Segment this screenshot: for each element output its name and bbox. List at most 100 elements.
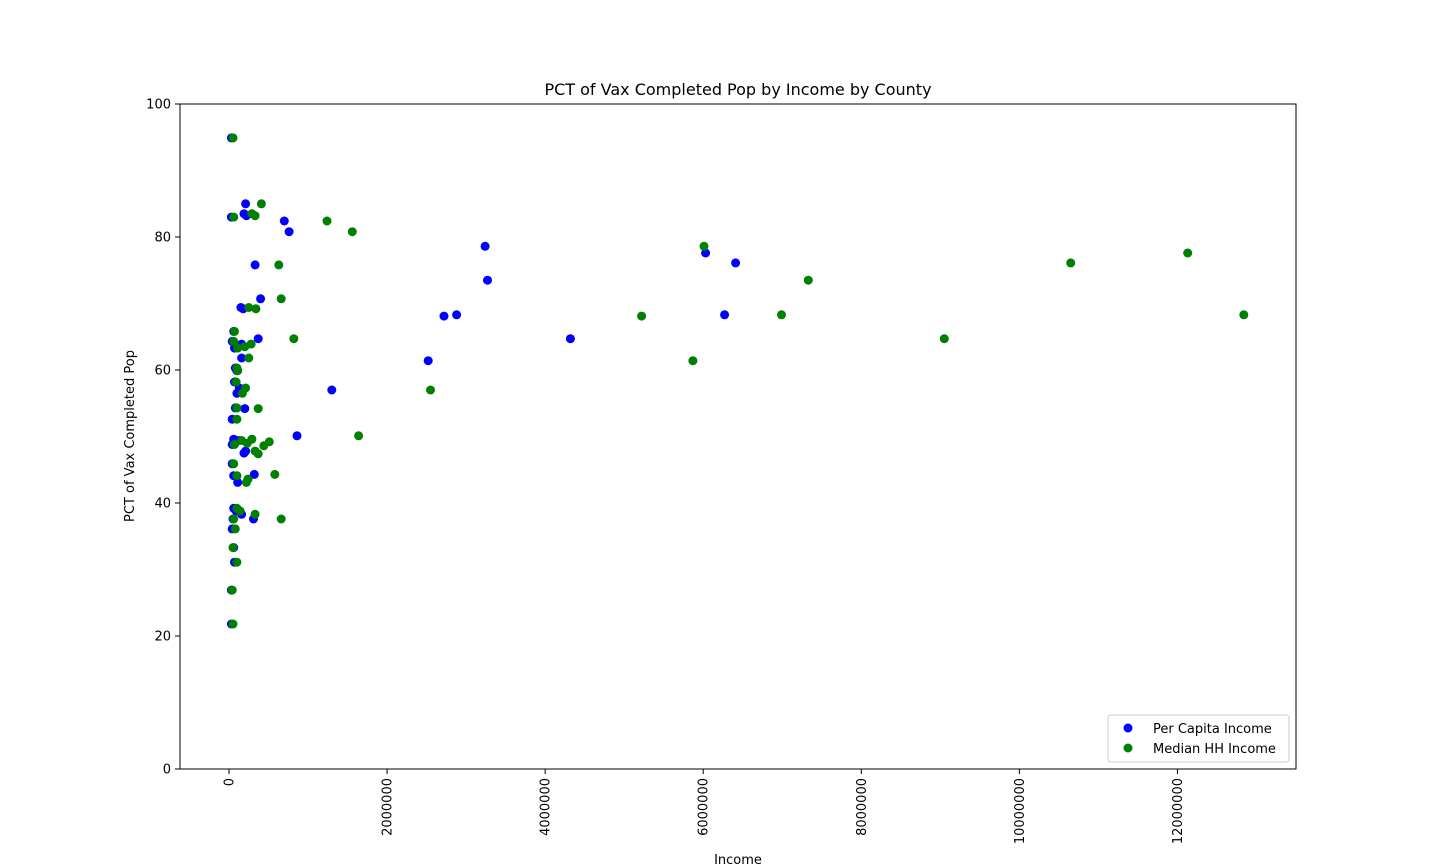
point-0-31	[292, 431, 302, 441]
x-tick-label: 2000000	[381, 778, 396, 836]
point-0-50	[480, 241, 490, 251]
point-0-17	[237, 353, 247, 363]
data-points	[226, 133, 1249, 629]
point-1-51	[688, 356, 698, 366]
point-0-5	[279, 216, 289, 226]
series-1	[227, 133, 1249, 629]
x-tick-label: 4000000	[539, 778, 554, 836]
point-1-22	[237, 388, 247, 398]
point-1-19	[233, 366, 243, 376]
point-1-12	[229, 336, 239, 346]
point-1-4	[250, 211, 260, 221]
point-0-30	[239, 448, 249, 458]
point-1-0	[228, 133, 238, 143]
point-1-9	[244, 303, 254, 312]
point-1-56	[939, 334, 949, 344]
point-1-11	[230, 326, 239, 336]
point-1-25	[232, 414, 242, 424]
point-0-46	[327, 385, 337, 395]
y-tick-label: 0	[163, 763, 171, 778]
legend-label-per-capita: Per Capita Income	[1153, 722, 1272, 737]
point-1-54	[699, 241, 709, 251]
x-tick-label: 8000000	[855, 778, 870, 836]
point-1-34	[354, 431, 364, 441]
point-1-41	[235, 506, 245, 516]
legend-marker-median-hh	[1123, 743, 1133, 753]
point-1-32	[253, 449, 263, 459]
legend-frame	[1107, 714, 1290, 763]
point-0-54	[720, 310, 730, 320]
point-1-10	[251, 304, 261, 314]
point-1-57	[1183, 248, 1193, 258]
point-1-50	[426, 385, 435, 395]
y-tick-label: 20	[154, 630, 171, 645]
point-1-20	[231, 377, 241, 387]
point-1-47	[232, 557, 242, 567]
point-0-55	[731, 258, 741, 268]
x-tick-label: 6000000	[697, 778, 712, 836]
point-1-13	[289, 334, 299, 344]
point-1-28	[230, 440, 239, 449]
point-0-52	[565, 334, 575, 344]
point-1-48	[227, 585, 237, 595]
point-1-53	[777, 310, 786, 320]
point-1-58	[1239, 310, 1249, 320]
point-1-23	[253, 404, 263, 414]
point-0-7	[250, 260, 260, 270]
plot-frame	[179, 103, 1297, 770]
legend: Per Capita Income Median HH Income	[1107, 714, 1290, 763]
point-1-33	[242, 438, 252, 448]
x-tick-label: 0	[223, 778, 238, 786]
point-1-24	[232, 403, 242, 413]
x-axis: 0 2000000 4000000 6000000 8000000 10000000 120…	[223, 769, 1186, 844]
point-0-51	[483, 275, 492, 285]
point-0-34	[249, 469, 259, 479]
point-1-42	[250, 509, 260, 519]
point-1-55	[803, 275, 813, 285]
point-1-7	[274, 260, 284, 270]
y-axis: 0 20 40 60 80 100	[146, 98, 180, 778]
x-axis-label: Income	[714, 853, 762, 864]
point-1-43	[229, 514, 239, 524]
y-tick-label: 40	[154, 497, 171, 512]
y-tick-label: 80	[154, 231, 171, 246]
y-tick-label: 60	[154, 364, 171, 379]
point-0-48	[439, 311, 449, 321]
x-tick-label: 12000000	[1171, 778, 1186, 844]
point-1-17	[244, 353, 254, 363]
point-1-44	[276, 514, 286, 524]
point-1-2	[256, 199, 266, 209]
series-0	[226, 133, 741, 629]
point-1-46	[228, 543, 238, 553]
point-1-45	[230, 524, 240, 534]
point-0-49	[452, 310, 462, 320]
point-1-30	[259, 441, 269, 451]
legend-marker-per-capita	[1123, 723, 1133, 733]
point-1-1	[229, 212, 239, 222]
y-tick-label: 100	[146, 98, 171, 113]
point-0-8	[256, 294, 266, 304]
point-1-6	[347, 227, 357, 237]
point-0-23	[240, 404, 250, 414]
point-0-2	[241, 199, 251, 209]
point-1-36	[232, 471, 242, 481]
point-0-6	[284, 227, 294, 237]
point-1-5	[322, 216, 332, 226]
point-1-35	[229, 459, 239, 469]
legend-label-median-hh: Median HH Income	[1153, 742, 1276, 757]
x-tick-label: 10000000	[1013, 778, 1028, 844]
point-1-16	[246, 339, 256, 349]
point-1-8	[276, 294, 286, 304]
point-1-14	[233, 343, 243, 353]
point-1-49	[228, 619, 238, 629]
point-1-52	[637, 311, 647, 321]
point-1-59	[1066, 258, 1076, 268]
point-1-39	[243, 474, 253, 484]
point-0-13	[253, 334, 263, 344]
point-0-35	[233, 477, 243, 487]
point-0-47	[423, 356, 433, 366]
y-axis-label: PCT of Vax Completed Pop	[123, 350, 138, 522]
chart-title: PCT of Vax Completed Pop by Income by Co…	[544, 80, 931, 99]
point-1-37	[270, 469, 280, 479]
